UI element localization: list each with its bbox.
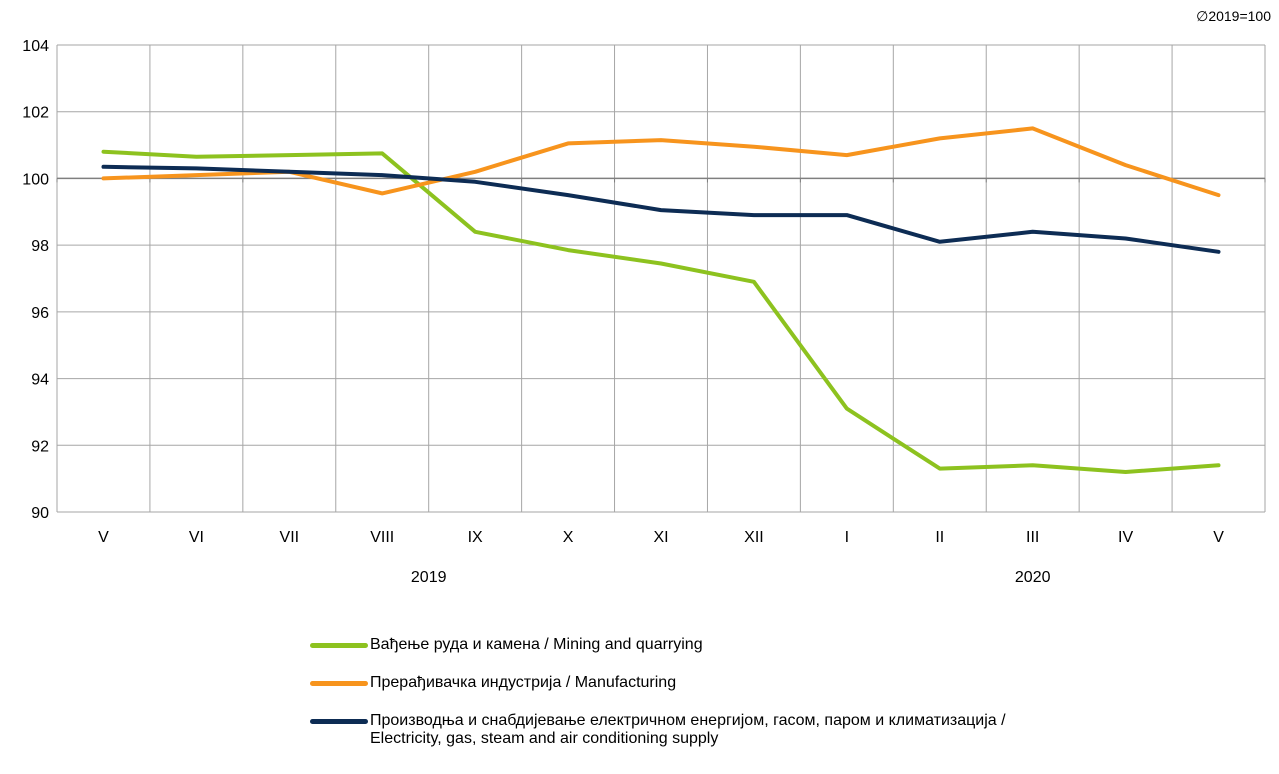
series-line-manufacturing bbox=[101, 126, 1221, 198]
legend-item-electricity: Производња и снабдијевање електричном ен… bbox=[310, 712, 1006, 748]
x-tick-label-12: V bbox=[1213, 529, 1224, 546]
x-tick-label-0: V bbox=[98, 529, 109, 546]
base-period-note: ∅2019=100 bbox=[1196, 8, 1271, 24]
series-line-mining bbox=[101, 149, 1221, 474]
legend: Вађење руда и камена / Mining and quarry… bbox=[310, 636, 1006, 768]
y-tick-label-94: 94 bbox=[31, 372, 49, 389]
y-tick-label-96: 96 bbox=[31, 305, 49, 322]
x-tick-label-8: I bbox=[845, 529, 849, 546]
legend-label-electricity-line1: Производња и снабдијевање електричном ен… bbox=[370, 712, 1006, 729]
y-tick-label-100: 100 bbox=[22, 171, 49, 188]
legend-label-manufacturing: Прерађивачка индустрија / Manufacturing bbox=[370, 674, 677, 691]
x-tick-label-11: IV bbox=[1118, 529, 1133, 546]
legend-item-mining: Вађење руда и камена / Mining and quarry… bbox=[310, 636, 1006, 654]
x-tick-label-4: IX bbox=[468, 529, 483, 546]
y-tick-label-98: 98 bbox=[31, 238, 49, 255]
x-tick-label-3: VIII bbox=[370, 529, 394, 546]
legend-label-electricity-line2: Electricity, gas, steam and air conditio… bbox=[370, 730, 719, 747]
x-tick-label-1: VI bbox=[189, 529, 204, 546]
x-tick-label-7: XII bbox=[744, 529, 764, 546]
legend-label-mining: Вађење руда и камена / Mining and quarry… bbox=[370, 636, 703, 653]
x-tick-label-10: III bbox=[1026, 529, 1039, 546]
x-tick-label-5: X bbox=[563, 529, 574, 546]
series-lines bbox=[101, 126, 1221, 474]
legend-swatch-manufacturing bbox=[310, 681, 368, 686]
x-tick-label-9: II bbox=[935, 529, 944, 546]
legend-item-manufacturing: Прерађивачка индустрија / Manufacturing bbox=[310, 674, 1006, 692]
grid bbox=[56, 44, 1266, 513]
y-tick-label-90: 90 bbox=[31, 505, 49, 522]
y-tick-label-104: 104 bbox=[22, 38, 49, 55]
year-label-2019: 2019 bbox=[411, 569, 447, 586]
year-label-2020: 2020 bbox=[1015, 569, 1051, 586]
y-tick-label-92: 92 bbox=[31, 438, 49, 455]
y-axis: 90 92 94 96 98 100 102 104 bbox=[22, 38, 49, 522]
y-tick-label-102: 102 bbox=[22, 105, 49, 122]
legend-swatch-electricity bbox=[310, 719, 368, 724]
x-tick-label-6: XI bbox=[653, 529, 668, 546]
series-line-electricity bbox=[101, 164, 1221, 254]
x-tick-label-2: VII bbox=[280, 529, 300, 546]
legend-swatch-mining bbox=[310, 643, 368, 648]
